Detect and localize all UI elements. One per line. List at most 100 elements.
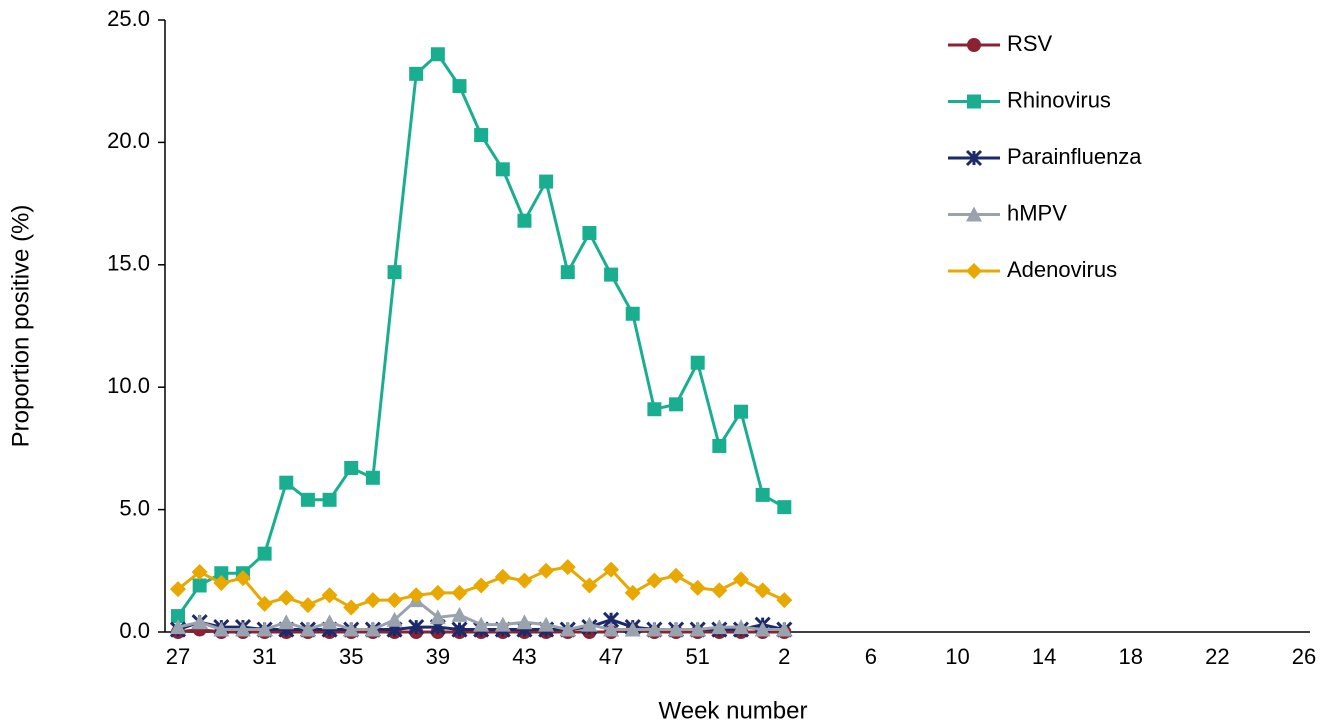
data-point (734, 404, 748, 419)
data-point (191, 614, 208, 630)
legend-label: Parainfluenza (1007, 144, 1142, 169)
data-point (582, 225, 597, 240)
data-point (234, 570, 251, 587)
data-point (364, 592, 381, 609)
data-point (474, 128, 489, 143)
data-point (299, 597, 316, 614)
data-point (755, 487, 770, 502)
x-tick-label: 31 (252, 644, 276, 669)
data-point (408, 587, 425, 604)
data-point (473, 616, 490, 632)
data-point (646, 572, 663, 589)
data-point (689, 621, 706, 637)
legend-label: hMPV (1007, 200, 1067, 225)
x-tick-label: 43 (512, 644, 536, 669)
y-tick-label: 15.0 (107, 251, 150, 276)
data-point (711, 619, 728, 635)
data-point (322, 492, 337, 507)
x-tick-label: 47 (599, 644, 623, 669)
x-tick-label: 2 (778, 644, 790, 669)
data-point (669, 397, 684, 412)
y-tick-label: 25.0 (107, 6, 150, 31)
data-point (278, 614, 295, 630)
data-point (408, 619, 425, 636)
data-point (712, 438, 727, 453)
data-point (321, 614, 338, 630)
data-point (452, 79, 467, 94)
data-point (733, 619, 749, 635)
data-point (625, 306, 640, 321)
data-point (451, 606, 468, 622)
data-point (538, 616, 555, 632)
data-point (604, 267, 619, 282)
data-point (559, 559, 576, 576)
legend-marker (967, 38, 981, 52)
data-point (560, 265, 575, 280)
data-point (777, 500, 792, 515)
data-point (733, 571, 749, 588)
data-point (559, 621, 576, 637)
data-point (386, 592, 403, 609)
data-point (668, 567, 685, 584)
data-point (690, 355, 705, 370)
legend-marker (965, 149, 983, 167)
x-tick-label: 22 (1205, 644, 1229, 669)
data-point (343, 621, 360, 637)
data-point (344, 460, 359, 475)
legend-label: Adenovirus (1007, 257, 1117, 282)
data-point (581, 616, 598, 632)
x-tick-label: 26 (1292, 644, 1316, 669)
data-point (603, 621, 620, 637)
data-point (754, 582, 771, 599)
y-axis-label: Proportion positive (%) (7, 205, 34, 448)
data-point (754, 621, 771, 637)
legend-marker (966, 206, 982, 222)
data-point (386, 611, 403, 627)
data-point (192, 578, 207, 593)
data-point (170, 581, 186, 598)
data-point (516, 614, 533, 630)
data-point (647, 402, 662, 417)
data-point (278, 589, 295, 606)
legend-label: Rhinovirus (1007, 87, 1111, 112)
y-tick-label: 0.0 (119, 618, 150, 643)
data-point (451, 584, 468, 601)
data-point (171, 609, 185, 624)
data-point (321, 587, 338, 604)
data-point (364, 621, 381, 637)
x-tick-label: 27 (166, 644, 190, 669)
data-point (776, 592, 793, 609)
data-point (538, 562, 555, 579)
x-tick-label: 39 (426, 644, 450, 669)
legend-marker (966, 263, 982, 279)
data-point (668, 621, 685, 637)
data-point (409, 66, 424, 81)
data-point (624, 584, 641, 601)
data-point (430, 47, 445, 62)
data-point (429, 584, 446, 601)
legend-label: RSV (1007, 31, 1053, 56)
data-point (170, 619, 186, 635)
data-point (256, 595, 273, 612)
y-tick-label: 20.0 (107, 128, 150, 153)
y-tick-label: 5.0 (119, 495, 150, 520)
data-point (299, 621, 316, 637)
data-point (365, 470, 380, 485)
data-point (387, 265, 402, 280)
data-point (603, 561, 620, 578)
data-point (300, 492, 315, 507)
data-point (214, 566, 229, 581)
data-point (213, 621, 230, 637)
data-point (776, 621, 793, 637)
x-tick-label: 18 (1119, 644, 1143, 669)
data-point (494, 568, 511, 585)
data-point (494, 616, 511, 632)
x-tick-label: 35 (339, 644, 363, 669)
x-tick-label: 51 (685, 644, 709, 669)
data-point (495, 162, 510, 177)
data-point (213, 575, 230, 592)
data-point (429, 609, 446, 625)
x-tick-label: 6 (865, 644, 877, 669)
data-point (451, 621, 468, 638)
